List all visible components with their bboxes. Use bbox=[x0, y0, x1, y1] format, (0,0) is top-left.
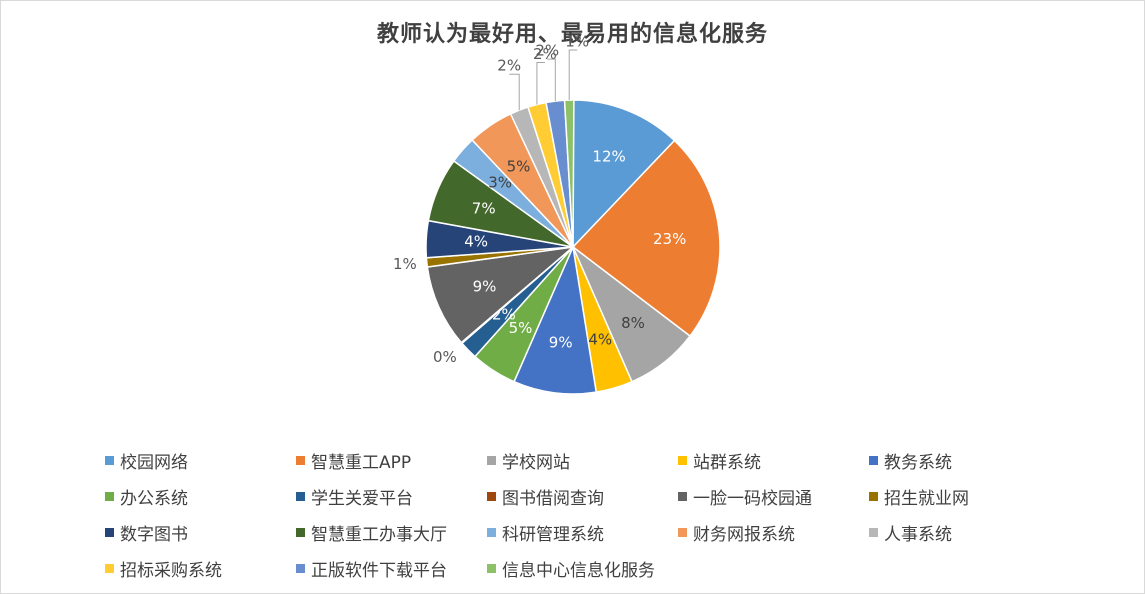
legend-swatch-15 bbox=[869, 527, 878, 537]
legend-swatch-18 bbox=[487, 563, 496, 573]
pie-data-label-3: 8% bbox=[621, 314, 645, 332]
legend-item-16: 招标采购系统 bbox=[105, 556, 222, 581]
chart-title: 教师认为最好用、最易用的信息化服务 bbox=[376, 22, 768, 47]
pie-data-label-4: 4% bbox=[588, 331, 612, 349]
legend-swatch-7 bbox=[296, 491, 305, 501]
legend-item-5: 教务系统 bbox=[869, 448, 952, 473]
pie-data-label-17: 2% bbox=[535, 42, 559, 60]
legend-label-14: 财务网报系统 bbox=[693, 524, 795, 545]
pie-data-label-11: 4% bbox=[464, 232, 488, 250]
legend-label-5: 教务系统 bbox=[884, 452, 952, 473]
legend-label-6: 办公系统 bbox=[120, 488, 188, 509]
legend-label-18: 信息中心信息化服务 bbox=[502, 560, 655, 581]
legend-item-15: 人事系统 bbox=[869, 520, 952, 545]
leader-line-16 bbox=[536, 62, 545, 105]
legend-swatch-13 bbox=[487, 527, 496, 537]
legend-label-1: 校园网络 bbox=[120, 452, 188, 473]
pie-data-label-15: 2% bbox=[497, 57, 521, 75]
leader-line-18 bbox=[568, 49, 578, 100]
legend-item-18: 信息中心信息化服务 bbox=[487, 556, 655, 581]
pie-slice-5 bbox=[513, 244, 598, 395]
pie-data-label-10: 1% bbox=[393, 255, 417, 273]
legend-item-3: 学校网站 bbox=[487, 448, 570, 473]
legend-swatch-11 bbox=[105, 527, 114, 537]
pie-data-label-12: 7% bbox=[472, 200, 496, 218]
pie-slice-9 bbox=[426, 245, 576, 344]
legend-swatch-5 bbox=[869, 455, 878, 465]
legend-item-2: 智慧重工APP bbox=[296, 448, 412, 473]
pie-data-label-14: 5% bbox=[507, 157, 531, 175]
pie-slice-2 bbox=[571, 139, 721, 338]
legend-item-8: 图书借阅查询 bbox=[487, 484, 604, 509]
pie-data-label-1: 12% bbox=[592, 147, 625, 165]
legend-item-11: 数字图书 bbox=[105, 520, 188, 545]
pie-data-label-6: 5% bbox=[509, 319, 533, 337]
legend-swatch-4 bbox=[678, 455, 687, 465]
legend-item-7: 学生关爱平台 bbox=[296, 484, 413, 509]
legend-swatch-14 bbox=[678, 527, 687, 537]
legend-label-7: 学生关爱平台 bbox=[311, 488, 413, 509]
legend-label-16: 招标采购系统 bbox=[120, 560, 222, 581]
legend-swatch-8 bbox=[487, 491, 496, 501]
legend-item-13: 科研管理系统 bbox=[487, 520, 604, 545]
legend-item-6: 办公系统 bbox=[105, 484, 188, 509]
legend-swatch-1 bbox=[105, 455, 114, 465]
legend-label-17: 正版软件下载平台 bbox=[311, 560, 447, 581]
legend-swatch-17 bbox=[296, 563, 305, 573]
legend-swatch-6 bbox=[105, 491, 114, 501]
legend-item-9: 一脸一码校园通 bbox=[678, 484, 812, 509]
pie-data-label-5: 9% bbox=[549, 334, 573, 352]
pie-data-label-8: 0% bbox=[433, 348, 457, 366]
legend-label-10: 招生就业网 bbox=[884, 488, 969, 509]
pie-slice-1 bbox=[572, 99, 676, 249]
legend-label-12: 智慧重工办事大厅 bbox=[311, 524, 447, 545]
pie-data-label-2: 23% bbox=[653, 230, 686, 248]
legend-swatch-16 bbox=[105, 563, 114, 573]
legend-swatch-10 bbox=[869, 491, 878, 501]
pie-data-label-13: 3% bbox=[488, 174, 512, 192]
legend-label-4: 站群系统 bbox=[693, 452, 761, 473]
pie-data-label-16: 2% bbox=[533, 45, 557, 63]
legend-swatch-2 bbox=[296, 455, 305, 465]
pie-data-label-9: 9% bbox=[473, 277, 497, 295]
pie-slice-18 bbox=[563, 99, 575, 248]
legend-swatch-9 bbox=[678, 491, 687, 501]
legend-label-15: 人事系统 bbox=[884, 524, 952, 545]
leader-line-17 bbox=[547, 58, 556, 102]
legend-label-9: 一脸一码校园通 bbox=[693, 488, 812, 509]
legend-label-3: 学校网站 bbox=[502, 452, 570, 473]
leader-line-15 bbox=[509, 73, 520, 111]
legend-label-8: 图书借阅查询 bbox=[502, 488, 604, 509]
legend-item-12: 智慧重工办事大厅 bbox=[296, 520, 447, 545]
legend-swatch-3 bbox=[487, 455, 496, 465]
legend-swatch-12 bbox=[296, 527, 305, 537]
legend-label-11: 数字图书 bbox=[120, 524, 188, 545]
legend-item-10: 招生就业网 bbox=[869, 484, 969, 509]
legend-item-1: 校园网络 bbox=[105, 448, 188, 473]
legend-item-17: 正版软件下载平台 bbox=[296, 556, 447, 581]
legend-label-2: 智慧重工APP bbox=[311, 452, 412, 473]
legend-item-4: 站群系统 bbox=[678, 448, 761, 473]
legend-item-14: 财务网报系统 bbox=[678, 520, 795, 545]
pie-data-label-18: 1% bbox=[565, 33, 589, 51]
legend-label-13: 科研管理系统 bbox=[502, 524, 604, 545]
